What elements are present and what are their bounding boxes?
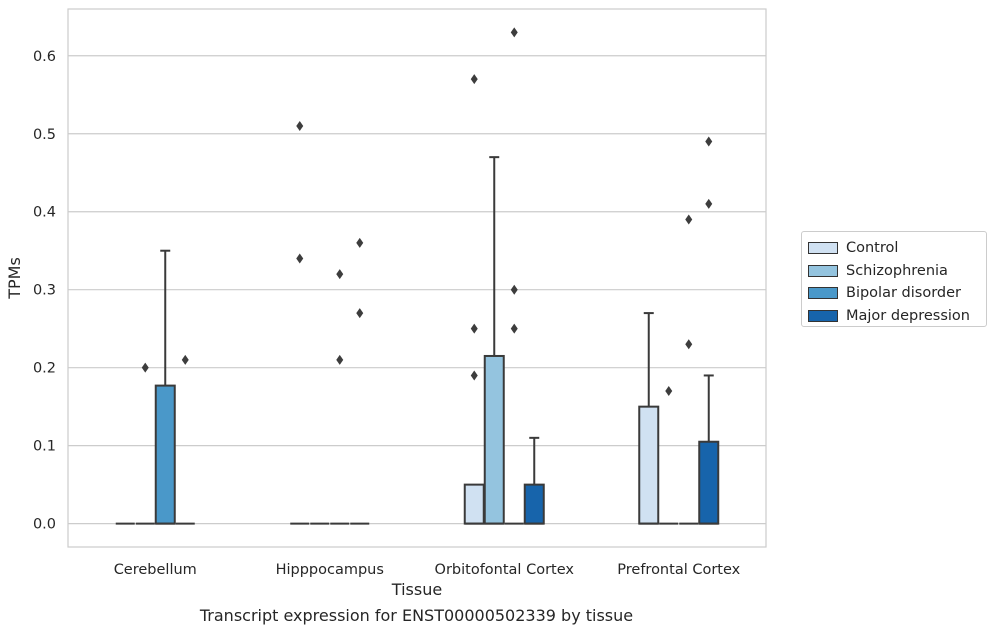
outlier-point <box>296 120 304 131</box>
legend-swatch <box>808 264 838 277</box>
legend-item: Schizophrenia <box>808 260 986 283</box>
box-major-depression <box>698 374 720 525</box>
box-body <box>523 483 545 525</box>
outlier-point <box>356 308 364 319</box>
y-tick-label: 0.4 <box>33 205 56 221</box>
outliers <box>141 27 713 397</box>
y-axis-ticks: 0.0 0.1 0.2 0.3 0.4 0.5 0.6 <box>33 49 56 533</box>
legend-item: Major depression <box>808 305 986 328</box>
x-tick-label: Prefrontal Cortex <box>617 562 740 578</box>
box-control <box>638 312 660 525</box>
box-body <box>638 405 660 525</box>
box-body <box>483 354 505 525</box>
box-body <box>698 440 720 525</box>
outlier-point <box>510 284 518 295</box>
y-tick-label: 0.0 <box>33 517 56 533</box>
legend-swatch <box>808 309 838 322</box>
x-tick-label: Orbitofontal Cortex <box>435 562 575 578</box>
box-schizophrenia <box>483 156 505 525</box>
y-tick-label: 0.5 <box>33 127 56 143</box>
figure-caption: Transcript expression for ENST0000050233… <box>199 606 634 625</box>
box-bipolar-disorder <box>154 249 176 525</box>
legend-label: Bipolar disorder <box>846 285 961 302</box>
box-body <box>463 483 485 525</box>
legend-item: Bipolar disorder <box>808 282 986 305</box>
y-tick-label: 0.2 <box>33 361 56 377</box>
legend-label: Schizophrenia <box>846 262 948 279</box>
outlier-point <box>181 354 189 365</box>
outlier-point <box>665 386 673 397</box>
outlier-point <box>510 323 518 334</box>
x-tick-label: Cerebellum <box>114 562 197 578</box>
box-major-depression <box>523 436 545 525</box>
outlier-point <box>685 214 693 225</box>
legend-swatch <box>808 287 838 300</box>
outlier-point <box>141 362 149 373</box>
legend-label: Major depression <box>846 307 970 324</box>
legend-label: Control <box>846 240 899 257</box>
outlier-point <box>470 323 478 334</box>
gridlines <box>68 55 766 525</box>
outlier-point <box>336 354 344 365</box>
outlier-point <box>510 27 518 38</box>
plot-frame <box>67 8 767 548</box>
x-axis-label: Tissue <box>391 580 442 599</box>
x-tick-label: Hipppocampus <box>276 562 384 578</box>
outlier-point <box>705 198 713 209</box>
y-axis-label: TPMs <box>5 257 24 300</box>
y-tick-label: 0.1 <box>33 439 56 455</box>
box-body <box>154 384 176 525</box>
outlier-point <box>356 237 364 248</box>
outlier-point <box>705 136 713 147</box>
legend: Control Schizophrenia Bipolar disorder Majo… <box>801 231 987 327</box>
outlier-point <box>470 370 478 381</box>
legend-item: Control <box>808 237 986 260</box>
y-tick-label: 0.3 <box>33 283 56 299</box>
y-tick-label: 0.6 <box>33 49 56 65</box>
boxes <box>115 156 720 525</box>
box-control <box>463 483 485 525</box>
outlier-point <box>470 74 478 85</box>
outlier-point <box>685 339 693 350</box>
outlier-point <box>296 253 304 264</box>
outlier-point <box>336 269 344 280</box>
legend-swatch <box>808 242 838 255</box>
x-axis-ticks: Cerebellum Hipppocampus Orbitofontal Corte… <box>114 562 741 578</box>
